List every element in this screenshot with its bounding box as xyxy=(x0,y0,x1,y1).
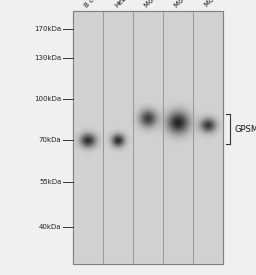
Text: Mouse liver: Mouse liver xyxy=(174,0,206,8)
Text: GPSM2: GPSM2 xyxy=(234,125,256,134)
Text: 100kDa: 100kDa xyxy=(34,96,61,102)
Text: HeLa: HeLa xyxy=(114,0,130,8)
Text: 170kDa: 170kDa xyxy=(34,26,61,32)
Bar xyxy=(134,11,162,264)
Text: B cells: B cells xyxy=(84,0,104,8)
Bar xyxy=(73,11,223,264)
Text: Mouse kidney: Mouse kidney xyxy=(204,0,242,8)
Bar xyxy=(104,11,132,264)
Bar xyxy=(164,11,192,264)
Text: 40kDa: 40kDa xyxy=(39,224,61,230)
Bar xyxy=(74,11,102,264)
Text: 130kDa: 130kDa xyxy=(34,55,61,61)
Text: 70kDa: 70kDa xyxy=(39,137,61,143)
Text: 55kDa: 55kDa xyxy=(39,178,61,185)
Bar xyxy=(194,11,222,264)
Text: Mouse brain: Mouse brain xyxy=(144,0,178,8)
